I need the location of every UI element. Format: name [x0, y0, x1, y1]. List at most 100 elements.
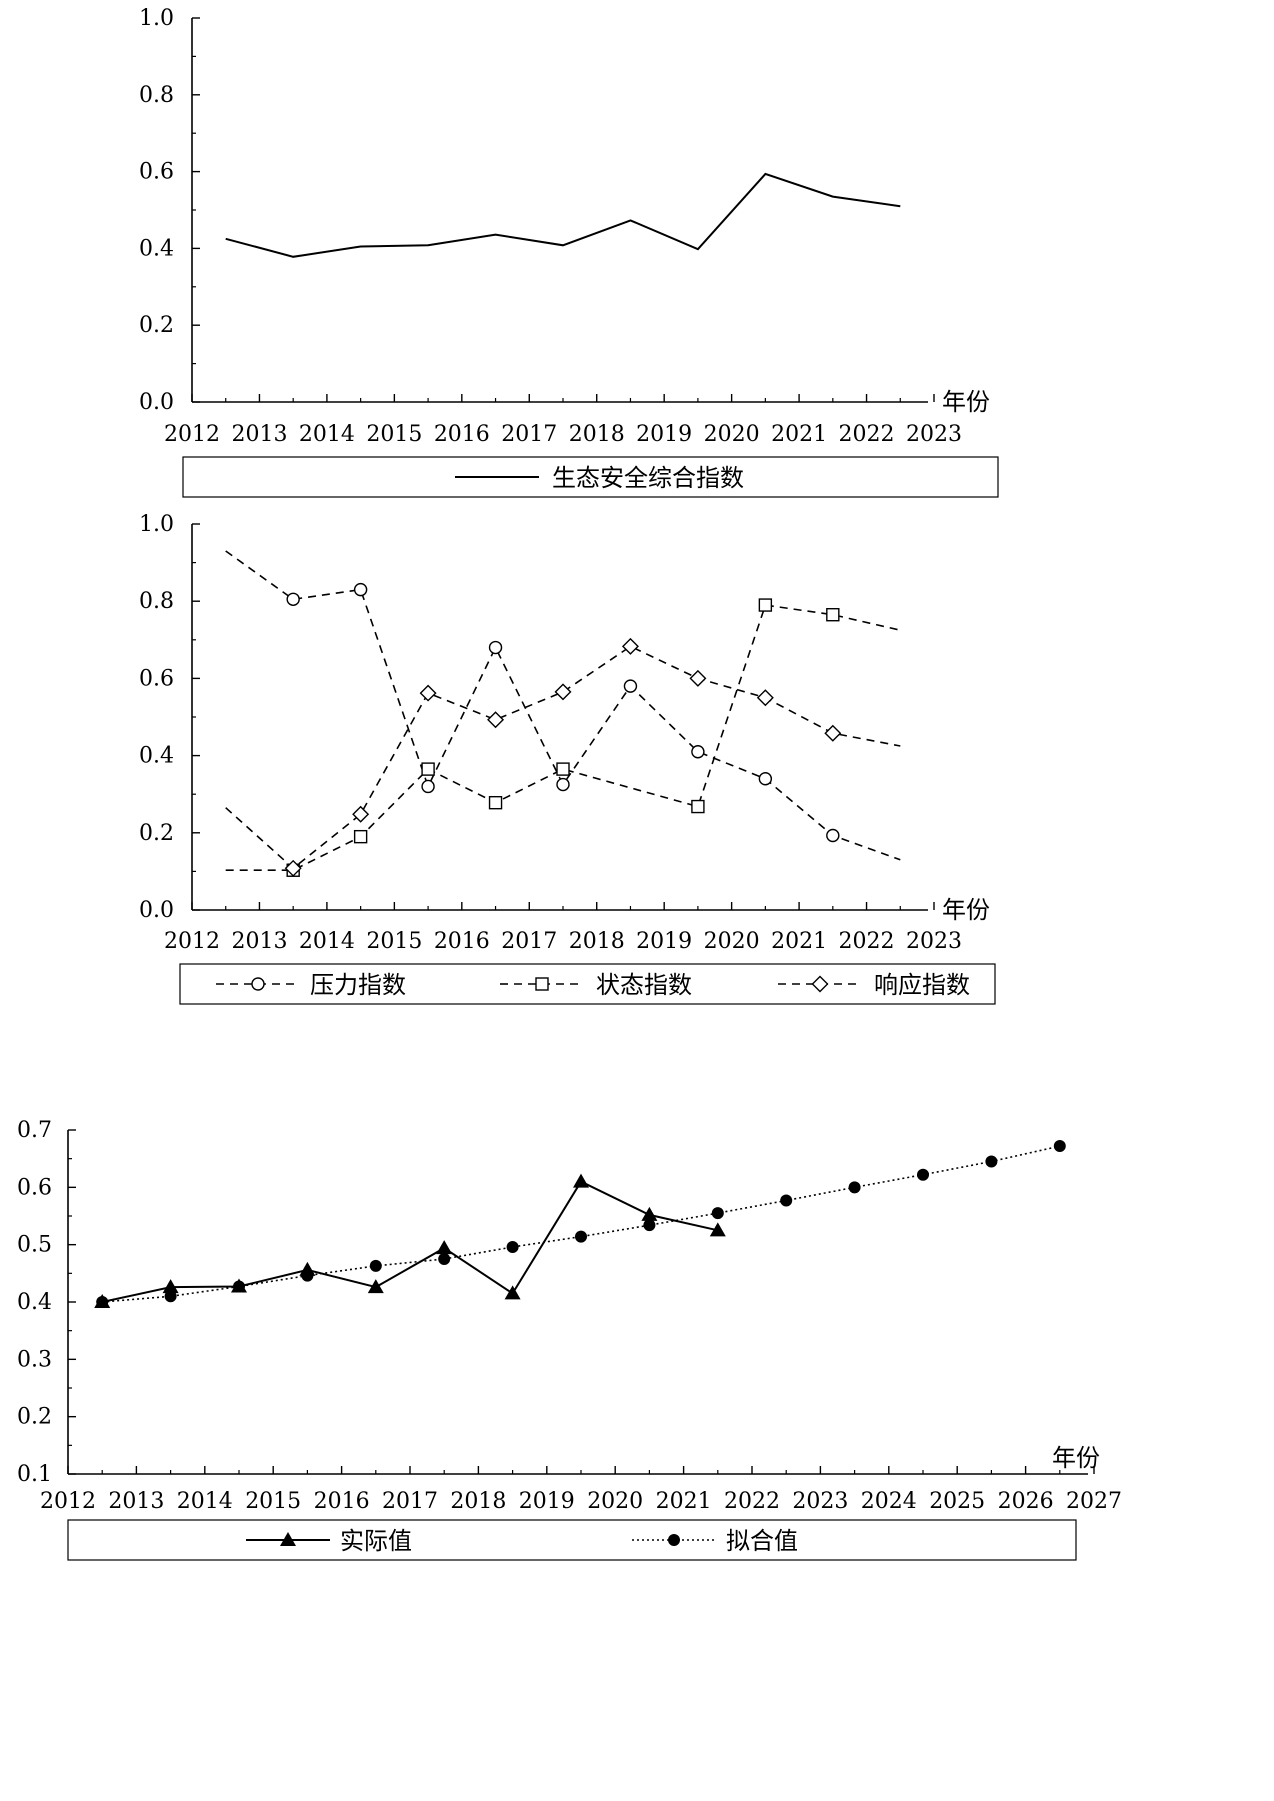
data-point: [421, 779, 435, 794]
x-tick-label: 2014: [177, 1489, 233, 1514]
data-point: [691, 799, 705, 814]
x-tick-label: 2018: [450, 1489, 506, 1514]
y-tick-label: 0.2: [17, 1405, 52, 1430]
data-point: [758, 598, 773, 612]
x-axis-label: 年份: [1052, 1444, 1100, 1472]
y-tick-label: 0.6: [139, 666, 174, 691]
x-tick-label: 2017: [382, 1489, 438, 1514]
y-tick-label: 0.2: [139, 821, 174, 846]
legend-marker: [251, 977, 265, 991]
x-tick-label: 2012: [40, 1489, 96, 1514]
x-tick-label: 2014: [299, 422, 355, 447]
x-tick-label: 2022: [839, 422, 895, 447]
x-tick-label: 2024: [861, 1489, 917, 1514]
x-tick-label: 2016: [314, 1489, 370, 1514]
y-tick-label: 0.1: [17, 1462, 52, 1487]
data-point: [689, 669, 707, 687]
data-point: [756, 689, 774, 707]
legend-label: 压力指数: [310, 971, 406, 999]
x-tick-label: 2025: [929, 1489, 985, 1514]
x-tick-label: 2026: [998, 1489, 1054, 1514]
forecast-chart: 0.1 0.2 0.3 0.4 0.5 0.6 0.7 2012 2013 2014 2015 201…: [17, 1118, 1122, 1561]
data-point: [709, 1222, 726, 1237]
data-point: [286, 592, 300, 606]
x-tick-label: 2015: [245, 1489, 301, 1514]
y-tick-label: 0.5: [17, 1233, 52, 1258]
series-line-1: [225, 550, 901, 861]
y-tick-label: 0.3: [17, 1347, 52, 1372]
data-point: [419, 684, 437, 702]
legend: 压力指数 状态指数 响应指数: [179, 963, 996, 1005]
y-tick-label: 0.4: [139, 744, 174, 769]
y-tick-label: 0.7: [17, 1118, 52, 1143]
data-point: [436, 1240, 453, 1255]
data-point: [353, 582, 368, 597]
legend: 实际值 拟合值: [67, 1519, 1077, 1561]
composite-index-chart: 0.0 0.2 0.4 0.6 0.8 1.0 2012 2013 2014 2015 2016 20…: [139, 6, 999, 498]
data-point: [369, 1259, 382, 1272]
data-point: [691, 745, 705, 759]
data-point: [985, 1155, 998, 1168]
data-point: [621, 637, 639, 655]
legend-box: [67, 1519, 1077, 1561]
data-point: [623, 679, 638, 693]
data-point: [826, 608, 840, 622]
x-tick-label: 2020: [704, 929, 760, 954]
data-point: [488, 640, 503, 655]
data-point: [233, 1280, 245, 1293]
x-tick-label: 2013: [231, 422, 287, 447]
y-tick-label: 0.2: [139, 313, 174, 338]
x-tick-label: 2023: [792, 1489, 848, 1514]
x-tick-label: 2027: [1066, 1489, 1122, 1514]
x-tick-label: 2022: [839, 929, 895, 954]
data-point: [487, 711, 505, 729]
data-point: [504, 1285, 521, 1300]
data-point: [641, 1206, 658, 1221]
x-tick-label: 2019: [636, 422, 692, 447]
data-point: [353, 829, 368, 844]
x-axis-label: 年份: [942, 388, 990, 416]
x-tick-label: 2020: [587, 1489, 643, 1514]
x-tick-label: 2012: [164, 929, 220, 954]
y-tick-label: 0.8: [139, 83, 174, 108]
data-point: [848, 1181, 861, 1194]
legend-marker: [280, 1532, 296, 1546]
x-tick-label: 2015: [366, 929, 422, 954]
legend-box: [179, 963, 996, 1005]
data-point: [711, 1207, 724, 1220]
x-tick-label: 2013: [108, 1489, 164, 1514]
data-point: [556, 762, 570, 776]
data-point: [301, 1269, 314, 1282]
data-point: [758, 772, 773, 786]
y-tick-label: 0.6: [139, 160, 174, 185]
series-line-1: [101, 1180, 719, 1303]
x-tick-label: 2021: [771, 929, 827, 954]
legend-box: [182, 456, 999, 498]
data-point: [352, 805, 370, 823]
x-tick-label: 2014: [299, 929, 355, 954]
data-point: [367, 1279, 384, 1294]
data-point: [556, 777, 570, 792]
psr-index-chart: 0.0 0.2 0.4 0.6 0.8 1.0 2012 2013 2014 2015 2016 20…: [139, 512, 996, 1005]
data-point: [284, 859, 302, 877]
data-point: [780, 1194, 793, 1207]
data-point: [575, 1230, 587, 1243]
y-tick-label: 0.0: [139, 390, 174, 415]
x-tick-label: 2016: [434, 422, 490, 447]
y-tick-label: 0.6: [17, 1175, 52, 1200]
x-axis-label: 年份: [942, 896, 990, 924]
legend: 生态安全综合指数: [182, 456, 999, 498]
legend-label: 实际值: [340, 1527, 412, 1555]
legend-marker: [811, 975, 829, 993]
data-point: [1053, 1140, 1066, 1153]
x-tick-label: 2023: [906, 422, 962, 447]
x-tick-label: 2018: [569, 422, 625, 447]
x-tick-label: 2019: [636, 929, 692, 954]
data-point: [917, 1168, 929, 1181]
y-tick-label: 1.0: [139, 6, 174, 31]
x-tick-label: 2017: [501, 929, 557, 954]
data-point: [162, 1279, 179, 1294]
legend-label: 状态指数: [596, 971, 692, 999]
x-tick-label: 2012: [164, 422, 220, 447]
